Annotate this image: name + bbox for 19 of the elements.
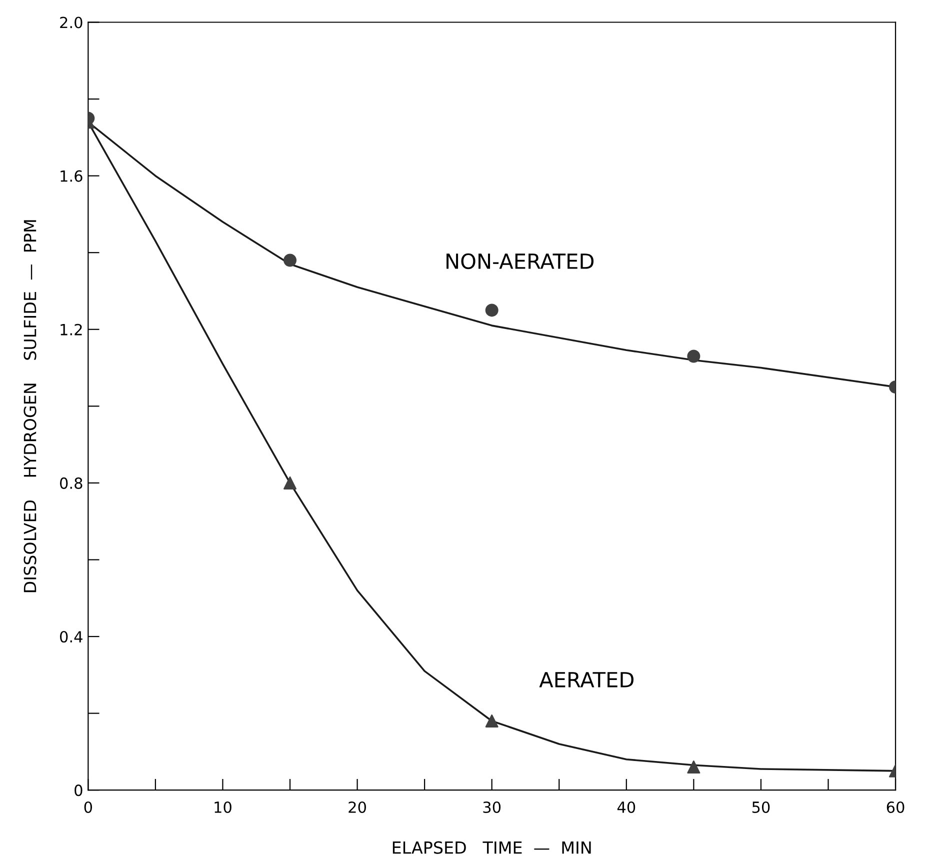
text: NON-AERATED (446, 253, 594, 270)
y-tick-label: 0 (74, 784, 82, 796)
x-axis-title: ELAPSED TIME — MIN (392, 841, 591, 854)
point (485, 304, 498, 317)
x-tick-label: 20 (348, 801, 366, 814)
y-tick-label: 0.4 (60, 630, 82, 643)
point (485, 714, 498, 728)
y-tick-label: 0.8 (60, 477, 82, 489)
x-tick-label: 30 (483, 801, 501, 814)
x-tick-label: 0 (84, 801, 92, 814)
x-tick-label: 10 (214, 801, 232, 814)
x-tick-label: 40 (617, 801, 636, 814)
y-tick-label: 2.0 (60, 16, 82, 28)
y-tick-label: 1.2 (60, 324, 82, 336)
y-tick-label: 1.6 (60, 170, 82, 182)
y-axis-title: DISSOLVED HYDROGEN SULFIDE — PPM (24, 220, 36, 592)
x-tick-label: 60 (886, 801, 904, 814)
x-tick-label: 50 (752, 801, 770, 814)
text: AERATED (539, 672, 634, 688)
